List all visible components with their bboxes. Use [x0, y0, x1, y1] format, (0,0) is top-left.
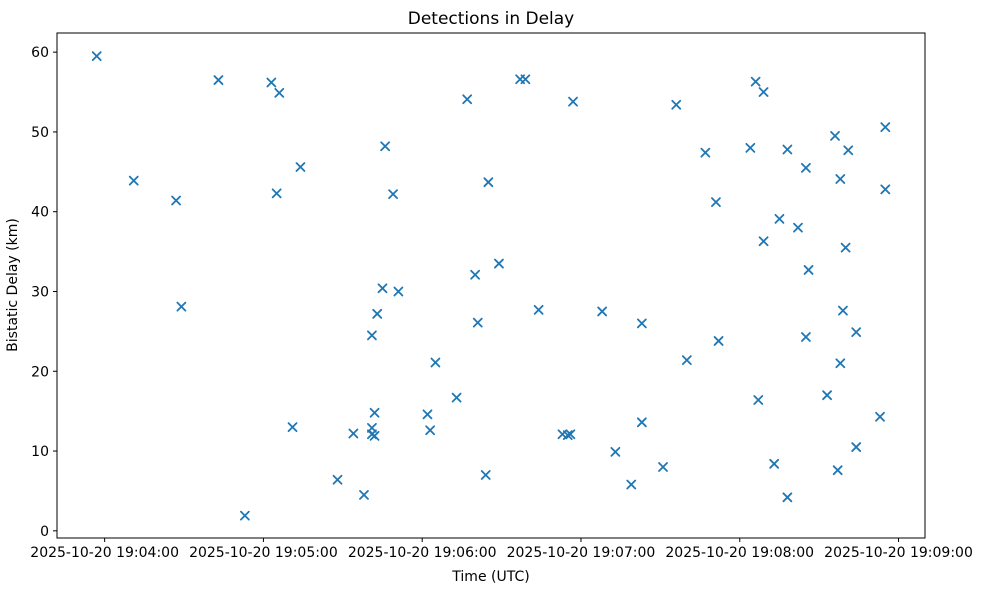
scatter-marker — [271, 188, 282, 199]
scatter-marker — [830, 131, 840, 141]
scatter-marker — [480, 470, 491, 480]
scatter-marker — [369, 407, 380, 418]
scatter-marker — [782, 492, 793, 503]
x-tick-label: 2025-10-20 19:07:00 — [507, 545, 656, 561]
scatter-marker — [774, 213, 785, 224]
scatter-marker — [801, 162, 811, 173]
scatter-marker — [671, 99, 682, 110]
scatter-marker — [658, 462, 668, 472]
scatter-marker — [801, 332, 811, 342]
y-tick-label: 0 — [40, 524, 49, 540]
scatter-marker — [753, 395, 764, 405]
scatter-marker — [758, 87, 769, 97]
scatter-marker — [213, 75, 224, 85]
scatter-marker — [626, 479, 637, 490]
scatter-marker — [880, 184, 891, 195]
scatter-marker — [377, 283, 388, 294]
plot-area — [56, 32, 926, 539]
scatter-marker — [711, 197, 721, 208]
scatter-marker — [470, 269, 481, 280]
y-tick-label: 40 — [31, 205, 49, 221]
scatter-marker — [494, 258, 504, 269]
scatter-marker — [793, 222, 803, 233]
x-tick-label: 2025-10-20 19:05:00 — [189, 545, 338, 561]
y-tick-label: 60 — [31, 45, 49, 61]
y-tick-label: 10 — [31, 444, 49, 460]
scatter-marker — [840, 242, 851, 253]
x-axis: 2025-10-20 19:04:00 2025-10-20 19:05:00 20… — [30, 538, 973, 561]
scatter-marker — [875, 411, 885, 422]
chart-title: Detections in Delay — [408, 9, 575, 29]
scatter-marker — [568, 96, 578, 107]
y-tick-label: 30 — [31, 284, 49, 300]
scatter-marker — [451, 392, 462, 403]
scatter-marker — [483, 177, 494, 188]
scatter-marker — [597, 306, 608, 317]
scatter-marker — [472, 317, 483, 328]
x-axis-label: Time (UTC) — [451, 569, 529, 585]
scatter-marker — [422, 409, 433, 420]
data-points — [91, 51, 891, 521]
scatter-marker — [636, 318, 647, 329]
scatter-marker — [91, 51, 102, 62]
scatter-marker — [295, 162, 306, 172]
scatter-marker — [832, 465, 843, 476]
scatter-marker — [266, 77, 277, 88]
scatter-marker — [348, 428, 359, 439]
scatter-marker — [636, 417, 647, 428]
x-tick-label: 2025-10-20 19:06:00 — [348, 545, 497, 561]
scatter-marker — [462, 94, 473, 105]
scatter-marker — [713, 336, 724, 346]
scatter-marker — [835, 358, 846, 369]
scatter-marker — [520, 74, 531, 85]
scatter-marker — [332, 474, 343, 485]
scatter-marker — [822, 390, 832, 401]
scatter-marker — [769, 458, 780, 469]
scatter-marker — [287, 422, 298, 433]
scatter-marker — [425, 425, 436, 436]
scatter-marker — [782, 144, 793, 155]
scatter-marker — [610, 446, 621, 457]
scatter-marker — [681, 355, 692, 365]
scatter-marker — [369, 430, 380, 441]
scatter-marker — [393, 286, 404, 297]
scatter-marker — [388, 189, 398, 200]
scatter-marker — [700, 147, 711, 158]
scatter-marker — [838, 305, 848, 316]
x-tick-label: 2025-10-20 19:08:00 — [665, 545, 814, 561]
y-axis-label: Bistatic Delay (km) — [5, 218, 21, 352]
x-tick-label: 2025-10-20 19:09:00 — [824, 545, 973, 561]
scatter-marker — [758, 236, 769, 247]
scatter-marker — [745, 142, 756, 153]
scatter-marker — [533, 304, 544, 315]
scatter-marker — [880, 122, 891, 133]
scatter-marker — [562, 430, 573, 440]
scatter-marker — [274, 87, 285, 98]
scatter-marker — [835, 174, 846, 184]
scatter-marker — [843, 145, 854, 156]
scatter-marker — [803, 265, 814, 275]
scatter-marker — [851, 442, 862, 452]
scatter-marker — [380, 141, 391, 152]
scatter-marker — [128, 175, 139, 186]
scatter-marker — [430, 357, 441, 368]
scatter-marker — [171, 195, 181, 206]
y-axis: 0 10 20 30 40 50 60 — [31, 45, 57, 540]
scatter-marker — [367, 330, 377, 341]
scatter-marker — [176, 301, 187, 312]
y-tick-label: 50 — [31, 125, 49, 141]
y-tick-label: 20 — [31, 364, 49, 380]
scatter-marker — [851, 327, 862, 338]
scatter-marker — [750, 76, 761, 87]
scatter-marker — [565, 429, 576, 440]
scatter-marker — [372, 308, 383, 319]
x-tick-label: 2025-10-20 19:04:00 — [30, 545, 179, 561]
scatter-marker — [239, 510, 250, 521]
scatter-marker — [359, 490, 369, 500]
